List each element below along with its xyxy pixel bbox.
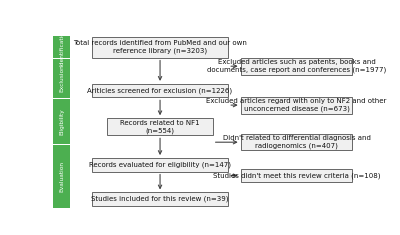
Bar (53, 145, 70, 208)
FancyBboxPatch shape (241, 58, 352, 75)
Text: Identification: Identification (59, 28, 64, 67)
Text: Exclusion: Exclusion (59, 65, 64, 92)
FancyBboxPatch shape (92, 192, 228, 206)
FancyBboxPatch shape (92, 37, 228, 58)
Text: Excluded articles regard with only to NF2 and other
unconcerned disease (n=673): Excluded articles regard with only to NF… (206, 98, 387, 112)
FancyBboxPatch shape (241, 97, 352, 114)
Text: Excluded articles such as patents, books and
documents, case report and conferen: Excluded articles such as patents, books… (207, 59, 386, 73)
Text: Records related to NF1
(n=554): Records related to NF1 (n=554) (120, 120, 200, 133)
Text: Records evaluated for eligibility (n=147): Records evaluated for eligibility (n=147… (89, 162, 231, 168)
Text: Eligibility: Eligibility (59, 108, 64, 135)
FancyBboxPatch shape (92, 84, 228, 98)
Text: Ariticles screened for exclusion (n=1226): Ariticles screened for exclusion (n=1226… (88, 87, 233, 94)
Text: Studies included for this review (n=39): Studies included for this review (n=39) (91, 196, 229, 202)
Bar (53, 36, 70, 58)
Bar (53, 99, 70, 144)
Text: Didn't related to differential diagnosis and
radiogenomics (n=407): Didn't related to differential diagnosis… (222, 135, 370, 149)
FancyBboxPatch shape (241, 134, 352, 150)
Text: Studies didn't meet this review criteria (n=108): Studies didn't meet this review criteria… (213, 172, 380, 179)
FancyBboxPatch shape (241, 169, 352, 182)
Text: Evaluation: Evaluation (59, 161, 64, 192)
FancyBboxPatch shape (92, 158, 228, 172)
FancyBboxPatch shape (107, 118, 213, 135)
Text: Total records identified from PubMed and our own
reference library (n=3203): Total records identified from PubMed and… (73, 40, 247, 54)
Bar (53, 59, 70, 98)
